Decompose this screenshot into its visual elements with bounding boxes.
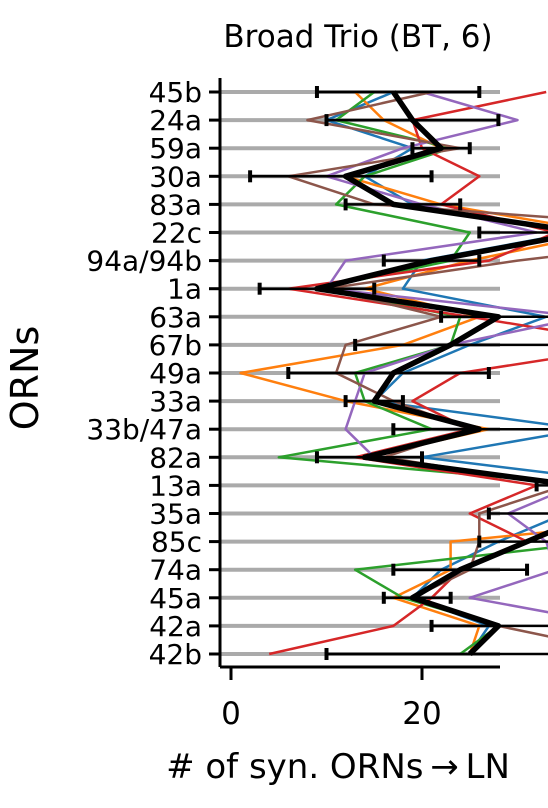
y-tick-label: 35a bbox=[149, 498, 202, 531]
y-tick-label: 30a bbox=[149, 160, 202, 193]
y-tick-label: 67b bbox=[149, 329, 202, 362]
y-tick-label: 45a bbox=[149, 582, 202, 615]
y-tick-label: 24a bbox=[149, 104, 202, 137]
x-axis-label: # of syn. ORNs → LN bbox=[166, 747, 510, 787]
y-tick-label: 33a bbox=[149, 385, 202, 418]
x-tick-label: 0 bbox=[221, 696, 241, 732]
y-tick-label: 22c bbox=[151, 217, 202, 250]
y-tick-label: 13a bbox=[149, 469, 202, 502]
y-tick-label: 63a bbox=[149, 301, 202, 334]
y-tick-label: 85c bbox=[151, 526, 202, 559]
x-ticks: 02040 bbox=[221, 667, 442, 732]
y-tick-label: 49a bbox=[149, 357, 202, 390]
y-tick-label: 42b bbox=[149, 638, 202, 671]
y-tick-label: 59a bbox=[149, 132, 202, 165]
y-tick-label: 83a bbox=[149, 188, 202, 221]
y-ticks: 45b24a59a30a83a22c94a/94b1a63a67b49a33a3… bbox=[86, 76, 220, 671]
y-tick-label: 82a bbox=[149, 441, 202, 474]
y-tick-label: 33b/47a bbox=[86, 413, 202, 446]
y-tick-label: 94a/94b bbox=[86, 245, 202, 278]
y-axis-label: ORNs bbox=[3, 326, 47, 431]
x-tick-label: 20 bbox=[402, 696, 441, 732]
series-line bbox=[239, 91, 548, 655]
y-tick-label: 1a bbox=[167, 273, 202, 306]
y-tick-label: 45b bbox=[149, 76, 202, 109]
chart-title: Broad Trio (BT, 6) bbox=[223, 19, 492, 55]
y-tick-label: 42a bbox=[149, 610, 202, 643]
y-tick-label: 74a bbox=[149, 554, 202, 587]
error-bars bbox=[248, 86, 548, 660]
